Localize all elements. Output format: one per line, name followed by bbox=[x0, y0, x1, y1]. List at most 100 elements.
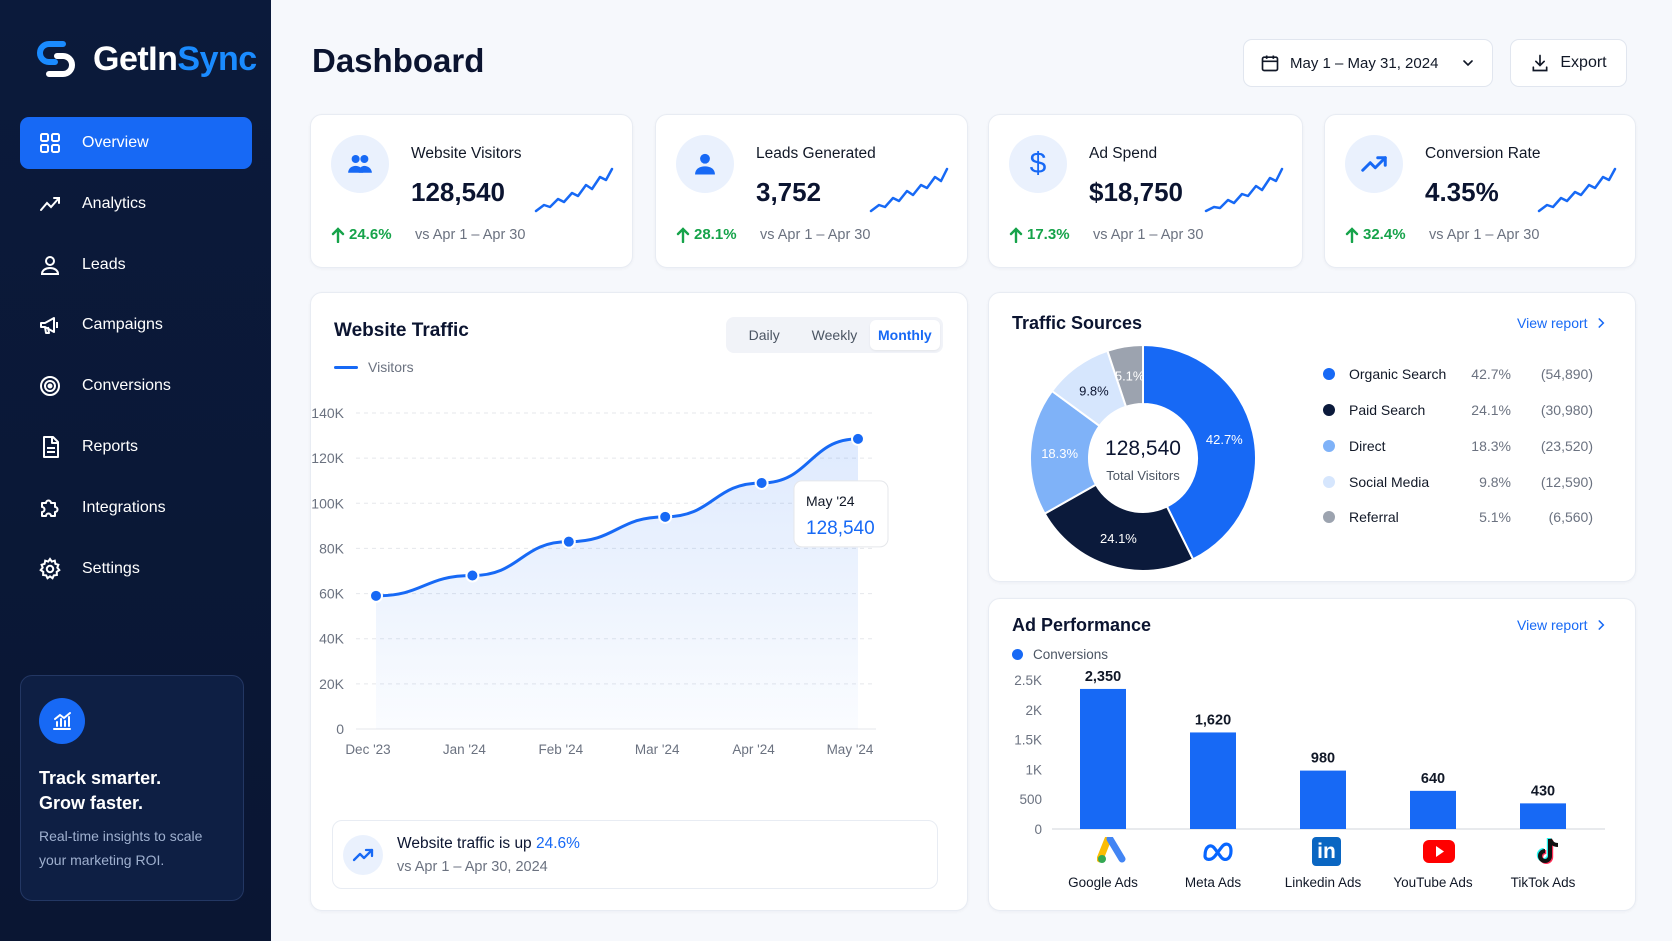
callout-subtext: vs Apr 1 – Apr 30, 2024 bbox=[397, 859, 548, 875]
youtube-icon bbox=[1423, 840, 1455, 863]
sidebar-item-leads[interactable]: Leads bbox=[20, 239, 252, 291]
legend-dot bbox=[1323, 476, 1335, 488]
page-title: Dashboard bbox=[312, 42, 485, 79]
kpi-label: Leads Generated bbox=[756, 145, 876, 162]
sidebar-item-analytics[interactable]: Analytics bbox=[20, 178, 252, 230]
bar-value-label: 1,620 bbox=[1195, 712, 1231, 728]
bar bbox=[1080, 688, 1126, 829]
sidebar-item-label: Settings bbox=[82, 559, 140, 577]
sidebar-item-settings[interactable]: Settings bbox=[20, 543, 252, 595]
legend-dot bbox=[1323, 368, 1335, 380]
sidebar-item-integrations[interactable]: Integrations bbox=[20, 482, 252, 534]
date-range-label: May 1 – May 31, 2024 bbox=[1290, 54, 1439, 72]
dollar-icon: $ bbox=[1009, 135, 1067, 193]
kpi-delta: 24.6% bbox=[331, 226, 392, 243]
legend-row: Organic Search 42.7% (54,890) bbox=[1323, 366, 1593, 382]
logo-text: GetInSync bbox=[93, 39, 257, 78]
data-point bbox=[369, 588, 383, 603]
calendar-icon bbox=[1261, 55, 1279, 72]
x-tick-label: Feb '24 bbox=[538, 742, 583, 757]
data-point bbox=[658, 509, 673, 524]
x-tick-label: Apr '24 bbox=[732, 742, 775, 757]
callout-text: Website traffic is up 24.6% bbox=[397, 835, 580, 852]
bar bbox=[1190, 732, 1236, 829]
sidebar-item-overview[interactable]: Overview bbox=[20, 117, 252, 169]
kpi-value: $18,750 bbox=[1089, 177, 1183, 207]
y-tick-label: 100K bbox=[311, 495, 344, 511]
sidebar-item-label: Analytics bbox=[82, 194, 147, 212]
tab-monthly[interactable]: Monthly bbox=[869, 320, 940, 350]
tiktok-icon bbox=[1535, 836, 1563, 871]
logo[interactable]: GetInSync bbox=[33, 36, 257, 82]
y-tick-label: 1.5K bbox=[1014, 733, 1042, 748]
tooltip: May '24 128,540 bbox=[793, 480, 889, 548]
arrow-up-icon bbox=[1009, 226, 1023, 243]
traffic-chart: 0 20K 40K 60K 80K 100K 120K 140K Dec '23 Jan '24 F… bbox=[311, 405, 889, 757]
tab-weekly[interactable]: Weekly bbox=[811, 327, 858, 343]
legend-dot bbox=[1323, 511, 1335, 523]
sidebar-item-label: Overview bbox=[82, 134, 149, 151]
kpi-label: Conversion Rate bbox=[1425, 145, 1541, 162]
sidebar-item-campaigns[interactable]: Campaigns bbox=[20, 299, 252, 351]
donut-slice bbox=[1043, 483, 1195, 572]
tooltip-label: May '24 bbox=[806, 493, 855, 509]
kpi-card-ad-spend: $ Ad Spend $18,750 17.3% vs Apr 1 – Apr … bbox=[988, 114, 1303, 268]
y-tick-label: 0 bbox=[336, 721, 344, 737]
view-report-link[interactable]: View report bbox=[1517, 617, 1608, 633]
kpi-value: 4.35% bbox=[1425, 177, 1499, 207]
download-icon bbox=[1532, 54, 1548, 72]
sparkline bbox=[1537, 167, 1617, 213]
slice-label: 9.8% bbox=[1079, 383, 1109, 398]
export-label: Export bbox=[1560, 54, 1607, 71]
sparkline bbox=[1204, 167, 1284, 213]
legend-swatch bbox=[334, 365, 358, 369]
traffic-callout: Website traffic is up 24.6% vs Apr 1 – A… bbox=[332, 820, 938, 889]
google-ads-icon bbox=[1096, 835, 1127, 870]
puzzle-icon bbox=[41, 499, 59, 517]
y-tick-label: 1K bbox=[1025, 762, 1042, 777]
sidebar-item-label: Leads bbox=[82, 255, 126, 273]
donut-chart: 42.7% 24.1% 18.3% 9.8% 5.1% bbox=[1029, 343, 1257, 572]
bar bbox=[1520, 803, 1566, 829]
kpi-compare: vs Apr 1 – Apr 30 bbox=[1429, 227, 1540, 243]
kpi-card-conversion-rate: Conversion Rate 4.35% 32.4% vs Apr 1 – A… bbox=[1324, 114, 1636, 268]
y-tick-label: 0 bbox=[1034, 822, 1042, 837]
trend-up-icon bbox=[1345, 135, 1403, 193]
legend-row: Social Media 9.8% (12,590) bbox=[1323, 474, 1593, 490]
view-report-link[interactable]: View report bbox=[1517, 315, 1608, 331]
kpi-value: 128,540 bbox=[411, 177, 505, 207]
y-tick-label: 140K bbox=[311, 405, 344, 421]
x-tick-label: Google Ads bbox=[1068, 875, 1138, 890]
section-title: Ad Performance bbox=[1012, 615, 1152, 635]
slice-label: 5.1% bbox=[1115, 369, 1145, 384]
sidebar-item-conversions[interactable]: Conversions bbox=[20, 360, 252, 412]
sidebar: GetInSync Overview Analytics Leads Campa… bbox=[0, 0, 271, 941]
kpi-delta: 28.1% bbox=[676, 226, 737, 243]
megaphone-icon bbox=[40, 317, 58, 335]
chart-growth-icon bbox=[39, 698, 85, 744]
promo-description: Real-time insights to scale your marketi… bbox=[39, 828, 203, 868]
legend-dot bbox=[1323, 404, 1335, 416]
bar bbox=[1300, 770, 1346, 829]
logo-icon bbox=[37, 41, 75, 77]
linkedin-icon: in bbox=[1312, 837, 1341, 866]
date-range-picker[interactable]: May 1 – May 31, 2024 bbox=[1243, 39, 1493, 87]
sidebar-item-reports[interactable]: Reports bbox=[20, 421, 252, 473]
y-tick-label: 500 bbox=[1019, 792, 1042, 807]
chevron-right-icon bbox=[1598, 620, 1604, 630]
series-area bbox=[376, 438, 858, 729]
kpi-delta: 17.3% bbox=[1009, 226, 1070, 243]
sidebar-item-label: Reports bbox=[82, 437, 139, 455]
legend-label: Visitors bbox=[368, 359, 414, 375]
promo-title: Track smarter. Grow faster. bbox=[39, 768, 162, 813]
bar-value-label: 640 bbox=[1421, 771, 1445, 787]
donut-slice bbox=[1142, 343, 1257, 561]
ad-chart: 0 500 1K 1.5K 2K 2.5K 2,350 Google Ads 1,620 Meta… bbox=[1014, 669, 1605, 890]
export-button[interactable]: Export bbox=[1510, 39, 1627, 87]
data-point bbox=[851, 431, 865, 446]
sidebar-nav: Overview Analytics Leads Campaigns Conve… bbox=[20, 117, 252, 603]
tab-daily[interactable]: Daily bbox=[748, 327, 780, 343]
gear-icon bbox=[39, 556, 61, 580]
sparkline bbox=[534, 167, 614, 213]
sidebar-item-label: Conversions bbox=[82, 377, 171, 395]
